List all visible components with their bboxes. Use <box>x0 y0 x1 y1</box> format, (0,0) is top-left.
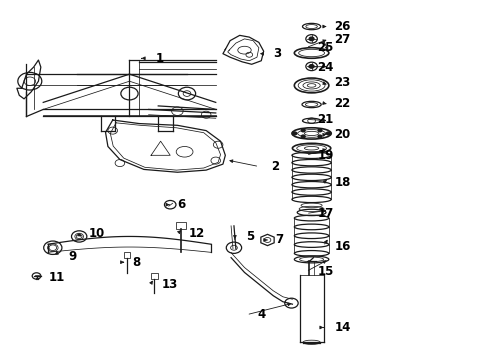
Text: 5: 5 <box>246 230 254 243</box>
Text: 25: 25 <box>317 41 333 54</box>
Text: 3: 3 <box>273 47 281 60</box>
Text: 17: 17 <box>317 207 333 220</box>
Text: 23: 23 <box>334 76 350 90</box>
Text: 26: 26 <box>334 20 350 33</box>
Circle shape <box>301 135 305 138</box>
Text: 24: 24 <box>317 60 333 73</box>
Circle shape <box>317 129 321 132</box>
Text: 12: 12 <box>188 227 205 240</box>
Text: 27: 27 <box>334 33 350 46</box>
Text: 6: 6 <box>177 198 185 211</box>
Text: 21: 21 <box>317 113 333 126</box>
Circle shape <box>308 65 313 68</box>
Text: 9: 9 <box>68 251 77 264</box>
Text: 1: 1 <box>156 52 163 65</box>
Text: 7: 7 <box>275 234 283 247</box>
Text: 13: 13 <box>162 278 178 291</box>
Circle shape <box>301 129 305 132</box>
Text: 22: 22 <box>334 96 350 109</box>
Text: 16: 16 <box>334 240 350 253</box>
Text: 19: 19 <box>317 149 333 162</box>
Text: 4: 4 <box>257 308 265 321</box>
Circle shape <box>326 132 329 135</box>
Text: 14: 14 <box>334 321 350 334</box>
Text: 8: 8 <box>132 256 140 269</box>
Text: 2: 2 <box>270 160 279 173</box>
Text: 15: 15 <box>317 265 333 278</box>
Text: 18: 18 <box>334 176 350 189</box>
Text: 11: 11 <box>49 270 65 284</box>
Text: 20: 20 <box>334 129 350 141</box>
Text: 10: 10 <box>89 228 105 240</box>
Circle shape <box>292 132 296 135</box>
Circle shape <box>317 135 321 138</box>
Circle shape <box>308 37 313 41</box>
